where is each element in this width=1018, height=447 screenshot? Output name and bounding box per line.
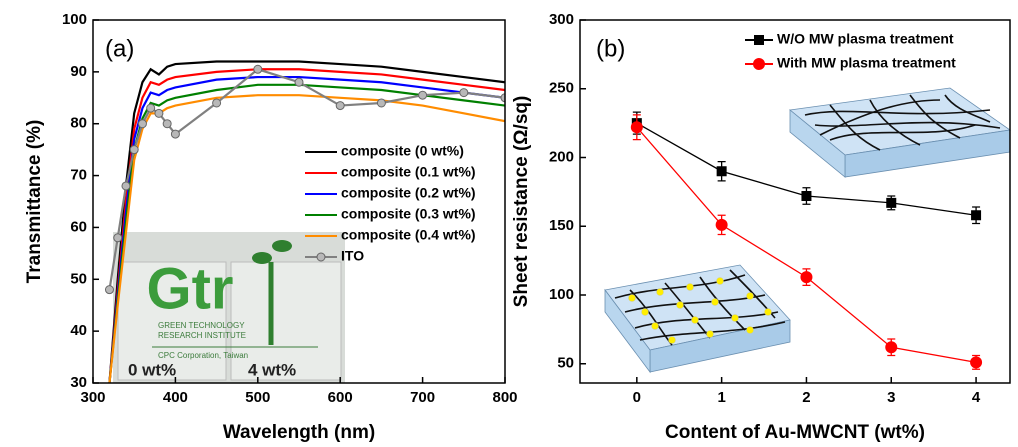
x-tick-label: 600 xyxy=(328,389,353,406)
point xyxy=(336,102,344,110)
x-tick-label: 1 xyxy=(717,389,725,406)
x-tick-label: 800 xyxy=(492,389,517,406)
leaf xyxy=(272,240,292,252)
point xyxy=(138,120,146,128)
y-tick-label: 70 xyxy=(70,167,87,184)
point xyxy=(105,286,113,294)
sample-label: 4 wt% xyxy=(248,360,296,379)
point xyxy=(419,91,427,99)
schematic-top xyxy=(790,88,1010,177)
y-tick-label: 80 xyxy=(70,115,87,132)
legend-label: composite (0 wt%) xyxy=(341,143,464,159)
x-tick-label: 400 xyxy=(163,389,188,406)
x-axis-title: Wavelength (nm) xyxy=(223,422,375,443)
legend-label: With MW plasma treatment xyxy=(777,55,956,71)
point xyxy=(886,342,897,353)
y-tick-label: 50 xyxy=(557,355,574,372)
legend-marker xyxy=(754,35,764,45)
point xyxy=(163,120,171,128)
legend-label: composite (0.4 wt%) xyxy=(341,227,476,243)
logo: Gtr xyxy=(147,256,234,321)
y-tick-label: 50 xyxy=(70,270,87,287)
legend-marker xyxy=(754,59,765,70)
y-tick-label: 30 xyxy=(70,374,87,391)
institute-line: GREEN TECHNOLOGY xyxy=(158,321,245,330)
point xyxy=(130,146,138,154)
panel-label: (a) xyxy=(105,35,134,62)
legend-label: composite (0.3 wt%) xyxy=(341,206,476,222)
y-tick-label: 90 xyxy=(70,63,87,80)
point xyxy=(801,191,811,201)
point xyxy=(377,99,385,107)
point xyxy=(155,109,163,117)
point xyxy=(254,65,262,73)
point xyxy=(631,122,642,133)
y-tick-label: 200 xyxy=(549,148,574,165)
point xyxy=(971,357,982,368)
x-tick-label: 2 xyxy=(802,389,810,406)
point xyxy=(147,104,155,112)
figure: Gtr GREEN TECHNOLOGY RESEARCH INSTITUTE … xyxy=(0,0,1018,447)
point xyxy=(171,130,179,138)
legend-label: composite (0.1 wt%) xyxy=(341,164,476,180)
point xyxy=(717,166,727,176)
schematic-bottom xyxy=(605,265,790,372)
point xyxy=(114,234,122,242)
x-tick-label: 0 xyxy=(633,389,641,406)
x-tick-label: 300 xyxy=(80,389,105,406)
panel-label: (b) xyxy=(596,35,625,62)
inset-photo: Gtr GREEN TECHNOLOGY RESEARCH INSTITUTE … xyxy=(113,232,345,383)
panel: 0 1 2 3 4 50 100 150 200 250 300 Content of Au-MWCN… xyxy=(511,11,1010,443)
y-tick-label: 300 xyxy=(549,11,574,28)
point xyxy=(886,198,896,208)
x-tick-label: 4 xyxy=(972,389,981,406)
point xyxy=(122,182,130,190)
point xyxy=(460,89,468,97)
point xyxy=(971,210,981,220)
sample-label: 0 wt% xyxy=(128,360,176,379)
x-tick-label: 700 xyxy=(410,389,435,406)
y-tick-label: 150 xyxy=(549,217,574,234)
y-axis-title: Transmittance (%) xyxy=(24,120,45,284)
point xyxy=(716,219,727,230)
legend-label: ITO xyxy=(341,248,364,264)
point xyxy=(801,272,812,283)
y-tick-label: 100 xyxy=(549,286,574,303)
y-axis-title: Sheet resistance (Ω/sq) xyxy=(511,96,532,308)
legend-label: composite (0.2 wt%) xyxy=(341,185,476,201)
y-tick-label: 40 xyxy=(70,322,87,339)
leaf xyxy=(252,252,272,264)
legend-label: W/O MW plasma treatment xyxy=(777,31,954,47)
institute-line: RESEARCH INSTITUTE xyxy=(158,331,246,340)
point xyxy=(295,78,303,86)
y-tick-label: 60 xyxy=(70,218,87,235)
x-tick-label: 3 xyxy=(887,389,895,406)
x-tick-label: 500 xyxy=(245,389,270,406)
point xyxy=(213,99,221,107)
company: CPC Corporation, Taiwan xyxy=(158,351,248,360)
y-tick-label: 100 xyxy=(62,11,87,28)
x-axis-title: Content of Au-MWCNT (wt%) xyxy=(665,422,925,443)
y-tick-label: 250 xyxy=(549,80,574,97)
legend-marker xyxy=(317,253,325,261)
